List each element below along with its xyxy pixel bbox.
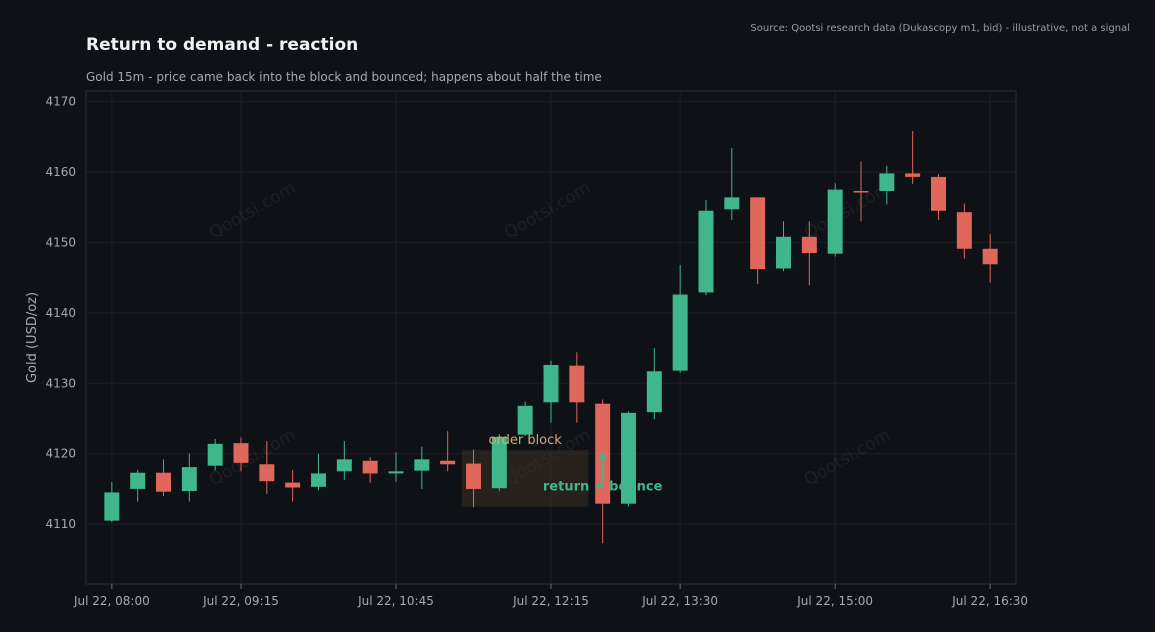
- candle-body: [879, 173, 895, 192]
- x-tick-label: Jul 22, 15:00: [796, 594, 873, 608]
- candle-body: [698, 210, 714, 293]
- candle: [646, 348, 662, 420]
- candle: [311, 453, 326, 491]
- grid: [86, 91, 1016, 584]
- bounce-label: return + bounce: [543, 479, 663, 494]
- order-block-label: order block: [489, 433, 563, 448]
- candle: [491, 433, 507, 492]
- candle: [724, 148, 740, 220]
- candle-body: [311, 473, 326, 487]
- candle-body: [801, 236, 817, 253]
- candle-body: [827, 189, 843, 254]
- candle-body: [207, 443, 223, 466]
- candle-body: [853, 191, 869, 193]
- candle: [982, 233, 998, 283]
- candle: [621, 411, 636, 507]
- y-axis-label: Gold (USD/oz): [25, 292, 40, 383]
- candle-body: [130, 472, 146, 489]
- candle: [130, 469, 146, 502]
- candle: [698, 200, 714, 296]
- candle-body: [750, 197, 766, 270]
- candle-body: [905, 173, 921, 177]
- candle-body: [672, 294, 688, 371]
- watermark: Qootsi.com: [801, 425, 894, 490]
- candle-body: [569, 365, 585, 403]
- candle-body: [956, 212, 972, 249]
- candle-body: [414, 459, 430, 471]
- order-block-box: [461, 450, 589, 507]
- x-tick-label: Jul 22, 10:45: [357, 594, 434, 608]
- chart-subtitle: Gold 15m - price came back into the bloc…: [86, 70, 602, 84]
- candle: [104, 481, 120, 523]
- candles: [104, 131, 998, 544]
- x-tick-label: Jul 22, 13:30: [641, 594, 718, 608]
- y-tick-label: 4110: [45, 517, 76, 531]
- y-tick-label: 4170: [45, 95, 76, 109]
- annotations: order block return + bounce: [489, 433, 663, 494]
- candle-body: [362, 460, 378, 474]
- candle: [569, 352, 585, 423]
- candle: [259, 441, 275, 494]
- candle: [801, 221, 817, 286]
- candle: [905, 131, 921, 184]
- candle: [827, 183, 843, 257]
- x-tick-label: Jul 22, 08:00: [73, 594, 150, 608]
- x-tick-label: Jul 22, 12:15: [512, 594, 589, 608]
- x-tick-label: Jul 22, 09:15: [202, 594, 279, 608]
- candle: [879, 165, 895, 205]
- candle: [440, 431, 456, 472]
- order-block-zone: [461, 450, 589, 507]
- x-tick-label: Jul 22, 16:30: [951, 594, 1028, 608]
- watermark: Qootsi.com: [501, 178, 594, 243]
- candle: [414, 446, 430, 489]
- candle: [336, 441, 352, 480]
- candle-body: [543, 364, 559, 403]
- axes: 4110 4120 4130 4140 4150 4160 4170 Jul 22, 08:0…: [25, 90, 1028, 608]
- source-note: Source: Qootsi research data (Dukascopy …: [750, 23, 1130, 34]
- candle-body: [104, 492, 120, 521]
- chart-title: Return to demand - reaction: [86, 35, 359, 55]
- candle-body: [646, 371, 662, 413]
- bounce-arrow-head: [598, 451, 607, 459]
- y-tick-label: 4140: [45, 306, 76, 320]
- candle: [285, 469, 301, 502]
- candle: [466, 449, 481, 508]
- candle: [207, 438, 223, 471]
- candle: [517, 401, 533, 437]
- candle: [853, 161, 869, 222]
- candle-body: [285, 482, 301, 488]
- candle: [931, 174, 946, 220]
- candle-body: [259, 464, 275, 482]
- y-tick-label: 4130: [45, 376, 76, 390]
- candle-body: [388, 471, 404, 474]
- candle: [181, 453, 197, 502]
- candle-body: [517, 405, 533, 435]
- candle-body: [233, 443, 249, 463]
- watermark: Qootsi.com: [206, 178, 299, 243]
- candle: [156, 459, 171, 496]
- y-tick-label: 4150: [45, 235, 76, 249]
- candle: [233, 437, 249, 472]
- y-tick-label: 4120: [45, 447, 76, 461]
- y-tick-label: 4160: [45, 165, 76, 179]
- candle-body: [466, 463, 481, 489]
- candle: [388, 452, 404, 482]
- candle-body: [776, 236, 791, 269]
- candle: [362, 457, 378, 483]
- candle-body: [336, 459, 352, 472]
- candle-body: [491, 436, 507, 489]
- candle: [750, 197, 766, 284]
- candle: [956, 203, 972, 259]
- candle-body: [440, 460, 456, 465]
- candle-body: [724, 197, 740, 210]
- candle-body: [931, 176, 946, 211]
- candle-body: [982, 248, 998, 265]
- candle: [672, 264, 688, 373]
- candle: [776, 221, 791, 272]
- candle-body: [621, 412, 636, 504]
- candle-body: [181, 467, 197, 492]
- candle-body: [156, 472, 171, 492]
- candle: [543, 360, 559, 423]
